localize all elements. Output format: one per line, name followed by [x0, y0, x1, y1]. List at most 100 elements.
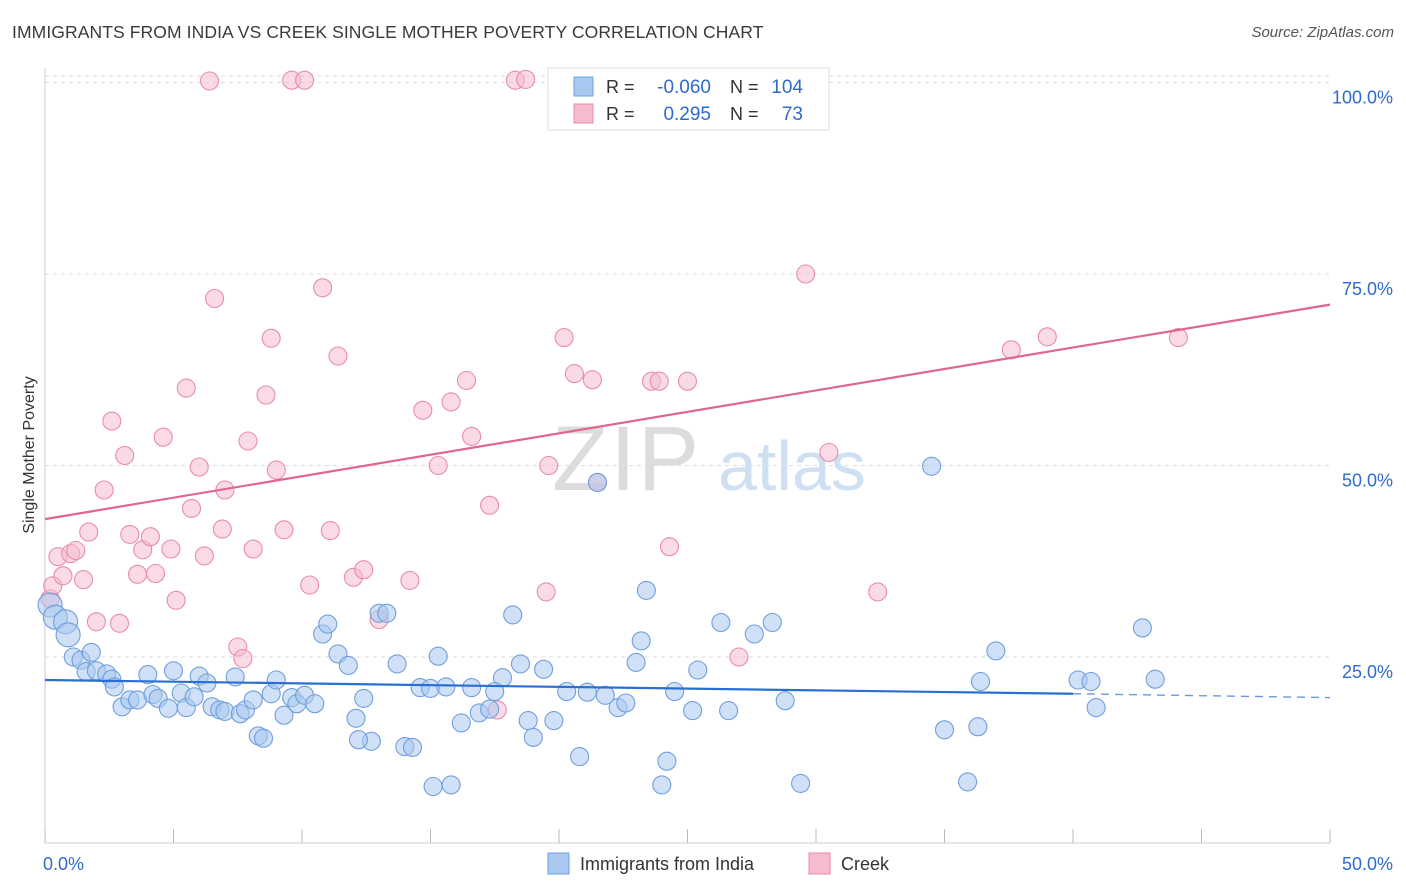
india-trend-line: [44, 678, 1074, 695]
india-point-3: [55, 622, 81, 648]
creek-point-17: [145, 563, 166, 584]
legend-n-value-india: 104: [771, 77, 803, 98]
creek-point-70: [1037, 327, 1057, 347]
creek-point-46: [400, 570, 420, 590]
y-tick-label-75: 75.0%: [1342, 279, 1393, 299]
creek-point-30: [233, 648, 253, 669]
india-point-60: [451, 713, 471, 733]
creek-point-62: [649, 371, 669, 391]
legend-n-label-india: N =: [730, 77, 759, 97]
x-tick-label-50: 50.0%: [1342, 854, 1393, 874]
creek-point-41: [320, 521, 340, 541]
creek-point-40: [313, 278, 333, 298]
creek-point-5: [66, 540, 86, 561]
creek-point-66: [796, 264, 816, 284]
india-point-59: [441, 775, 461, 795]
india-point-11: [104, 677, 124, 697]
creek-point-31: [238, 431, 258, 451]
creek-point-35: [266, 460, 286, 480]
chart-source: Source: ZipAtlas.com: [1251, 24, 1394, 41]
creek-point-36: [274, 520, 294, 540]
creek-point-52: [480, 495, 500, 515]
india-point-19: [163, 661, 184, 681]
india-point-63: [480, 699, 500, 719]
legend-n-value-creek: 73: [782, 104, 803, 125]
india-point-51: [387, 654, 407, 674]
bottom-legend-label-india: Immigrants from India: [580, 854, 755, 874]
creek-point-65: [729, 647, 749, 667]
legend-r-value-creek: 0.295: [663, 104, 711, 125]
india-point-45: [346, 708, 366, 728]
creek-point-18: [153, 427, 173, 447]
creek-point-47: [413, 400, 433, 420]
india-point-53: [402, 737, 423, 757]
creek-point-56: [536, 582, 556, 602]
india-point-70: [534, 659, 554, 679]
creek-point-49: [441, 392, 461, 412]
y-tick-label-25: 25.0%: [1342, 662, 1393, 682]
creek-point-55: [516, 69, 536, 89]
creek-point-21: [176, 378, 196, 398]
trend-lines: [44, 303, 1331, 699]
india-trend-line-extension: [1072, 693, 1331, 699]
x-tick-label-0: 0.0%: [43, 854, 84, 874]
india-point-80: [631, 631, 651, 651]
india-point-58: [423, 776, 443, 797]
creek-point-33: [256, 385, 276, 405]
creek-point-13: [120, 524, 140, 544]
legend-r-label-india: R =: [606, 77, 635, 97]
creek-point-64: [677, 371, 698, 391]
india-point-92: [791, 773, 811, 793]
india-point-101: [1132, 618, 1152, 638]
creek-point-68: [868, 582, 888, 602]
creek-point-32: [243, 539, 263, 559]
india-point-48: [348, 730, 369, 750]
india-point-90: [762, 612, 782, 633]
creek-trend-line: [44, 303, 1331, 521]
creek-point-14: [127, 564, 148, 584]
india-point-33: [253, 728, 274, 748]
india-point-79: [626, 652, 646, 672]
india-point-86: [688, 660, 708, 680]
india-point-18: [158, 698, 178, 718]
india-point-102: [1145, 669, 1165, 689]
india-point-36: [274, 705, 294, 725]
creek-point-57: [539, 455, 559, 476]
india-point-68: [518, 711, 538, 731]
creek-point-12: [115, 445, 135, 466]
legend-r-label-creek: R =: [606, 104, 635, 124]
india-point-42: [318, 614, 338, 634]
india-point-46: [354, 688, 374, 708]
creek-point-16: [140, 527, 160, 547]
india-point-50: [377, 603, 397, 623]
india-point-71: [544, 711, 564, 731]
creek-point-44: [354, 560, 374, 580]
india-point-91: [775, 691, 795, 711]
creek-point-58: [554, 328, 574, 348]
creek-point-3: [53, 566, 73, 586]
india-point-78: [616, 693, 636, 713]
creek-point-38: [295, 70, 315, 90]
india-point-88: [719, 701, 739, 721]
india-point-76: [595, 685, 615, 705]
creek-point-51: [462, 426, 482, 446]
grid-lines: [45, 75, 1330, 658]
india-point-97: [986, 641, 1006, 661]
india-point-69: [523, 727, 543, 747]
creek-point-8: [86, 612, 106, 632]
watermark-atlas: atlas: [718, 427, 866, 505]
india-point-15: [138, 665, 158, 685]
creek-points: [40, 69, 1188, 720]
legend-r-value-india: -0.060: [657, 77, 711, 98]
creek-point-59: [564, 364, 584, 384]
creek-point-42: [328, 346, 348, 366]
india-point-66: [503, 605, 523, 625]
india-point-74: [577, 682, 597, 702]
india-point-99: [1081, 671, 1101, 692]
india-point-103: [958, 772, 978, 792]
india-point-44: [338, 655, 358, 675]
creek-point-10: [102, 411, 122, 431]
creek-point-67: [819, 442, 839, 463]
india-point-75: [587, 472, 608, 492]
